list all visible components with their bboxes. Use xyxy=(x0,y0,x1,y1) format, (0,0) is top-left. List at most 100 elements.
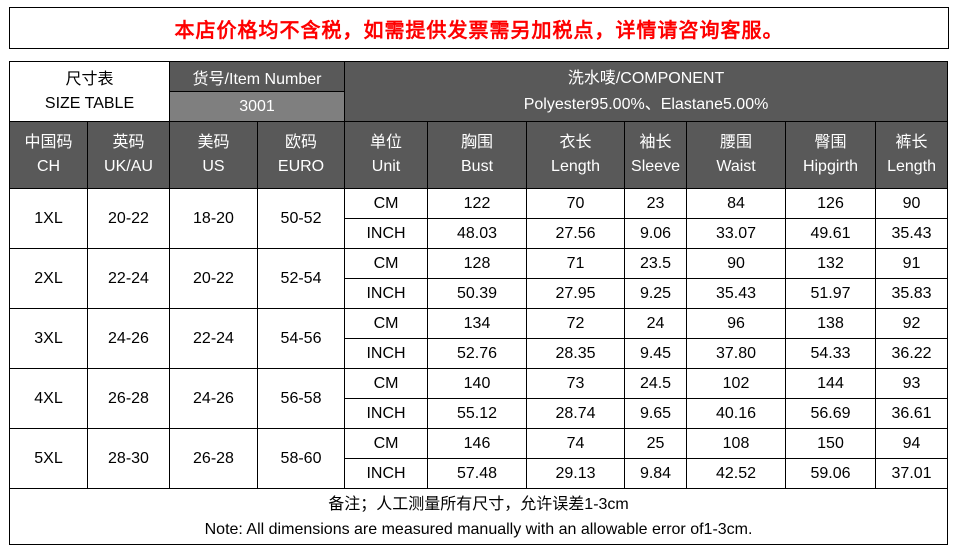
measurement-cell: 48.03 xyxy=(427,218,528,249)
note-en: Note: All dimensions are measured manual… xyxy=(204,520,753,538)
measurement-cell: 122 xyxy=(427,188,528,219)
measurement-cell: 37.01 xyxy=(875,458,949,489)
column-header-cn: 袖长 xyxy=(639,134,672,151)
table-row: INCH 55.12 28.74 9.65 40.16 56.69 36.61 xyxy=(10,398,949,429)
measurement-cell: 54.33 xyxy=(785,338,877,369)
measurement-cell: 35.83 xyxy=(875,278,949,309)
size-euro-cell: 50-52 xyxy=(256,188,346,249)
measurement-cell: 29.13 xyxy=(526,458,626,489)
component-label: 洗水唛/COMPONENT xyxy=(567,69,725,87)
measurement-cell: 24 xyxy=(624,308,688,339)
column-header-euro: 欧码 EURO xyxy=(256,121,346,189)
measurement-cell: 73 xyxy=(526,368,626,399)
size-uk-cell: 28-30 xyxy=(87,428,170,489)
measurement-cell: 92 xyxy=(875,308,949,339)
measurement-cell: 84 xyxy=(686,188,787,219)
size-uk-cell: 22-24 xyxy=(87,248,170,309)
tax-notice-banner: 本店价格均不含税，如需提供发票需另加税点，详情请咨询客服。 xyxy=(9,7,949,49)
size-uk-cell: 26-28 xyxy=(87,368,170,429)
measurement-cell: 9.25 xyxy=(624,278,688,309)
measurement-cell: 126 xyxy=(785,188,877,219)
column-header-en: Waist xyxy=(716,158,756,175)
table-row: 4XL 26-28 24-26 56-58 CM 140 73 24.5 102… xyxy=(9,368,949,429)
measurement-cell: 102 xyxy=(686,368,787,399)
component-value: Polyester95.00%、Elastane5.00% xyxy=(523,95,769,113)
unit-cell: INCH xyxy=(344,398,429,429)
column-header-en: Length xyxy=(887,158,937,175)
measurement-cell: 90 xyxy=(875,188,949,219)
size-euro-cell: 52-54 xyxy=(256,248,346,309)
table-row: INCH 48.03 27.56 9.06 33.07 49.61 35.43 xyxy=(10,218,949,249)
size-table-title-cn: 尺寸表 xyxy=(65,70,114,88)
measurement-cell: 49.61 xyxy=(785,218,877,249)
table-row: 3XL 24-26 22-24 54-56 CM 134 72 24 96 13… xyxy=(9,308,949,369)
measurement-cell: 36.22 xyxy=(875,338,949,369)
table-row: 尺寸表 SIZE TABLE 货号/Item Number 洗水唛/COMPON… xyxy=(9,61,949,122)
column-header-cn: 英码 xyxy=(112,134,145,151)
unit-cell: CM xyxy=(344,368,429,399)
column-header-en: Bust xyxy=(461,158,494,175)
size-table: 尺寸表 SIZE TABLE 货号/Item Number 洗水唛/COMPON… xyxy=(8,61,949,545)
column-header-waist: 腰围 Waist xyxy=(686,121,787,189)
measurement-cell: 9.65 xyxy=(624,398,688,429)
size-table-title-cell: 尺寸表 SIZE TABLE xyxy=(9,61,170,122)
column-header-uk: 英码 UK/AU xyxy=(87,121,170,189)
component-cell: 洗水唛/COMPONENT Polyester95.00%、Elastane5.… xyxy=(344,61,949,122)
column-header-cn: 单位 xyxy=(370,134,403,151)
column-header-row: 中国码 CH 英码 UK/AU 美码 US 欧码 EURO 单位 Unit 胸围… xyxy=(9,121,949,189)
column-header-en: Unit xyxy=(371,158,401,175)
size-uk-cell: 24-26 xyxy=(87,308,170,369)
item-number-value-cell: 3001 xyxy=(168,91,346,122)
measurement-cell: 9.84 xyxy=(624,458,688,489)
measurement-cell: 25 xyxy=(624,428,688,459)
measurement-cell: 55.12 xyxy=(427,398,528,429)
size-table-title-en: SIZE TABLE xyxy=(44,94,135,112)
size-us-cell: 18-20 xyxy=(169,188,258,249)
thumbnail-strip xyxy=(9,550,949,559)
table-row: 3001 xyxy=(10,91,948,122)
measurement-cell: 9.45 xyxy=(624,338,688,369)
unit-cell: CM xyxy=(344,428,429,459)
measurement-cell: 134 xyxy=(427,308,528,339)
measurement-cell: 37.80 xyxy=(686,338,787,369)
size-ch-cell: 5XL xyxy=(9,428,88,489)
column-header-en: US xyxy=(202,158,225,175)
measurement-cell: 144 xyxy=(785,368,877,399)
column-header-length: 衣长 Length xyxy=(526,121,626,189)
size-euro-cell: 56-58 xyxy=(256,368,346,429)
measurement-cell: 28.74 xyxy=(526,398,626,429)
measurement-cell: 72 xyxy=(526,308,626,339)
size-ch-cell: 4XL xyxy=(9,368,88,429)
column-header-sleeve: 袖长 Sleeve xyxy=(624,121,688,189)
size-uk-cell: 20-22 xyxy=(87,188,170,249)
unit-cell: INCH xyxy=(344,218,429,249)
measurement-cell: 9.06 xyxy=(624,218,688,249)
measurement-cell: 56.69 xyxy=(785,398,877,429)
size-us-cell: 26-28 xyxy=(169,428,258,489)
column-header-pants-length: 裤长 Length xyxy=(875,121,949,189)
unit-cell: CM xyxy=(344,248,429,279)
tax-notice-text: 本店价格均不含税，如需提供发票需另加税点，详情请咨询客服。 xyxy=(174,19,784,42)
measurement-cell: 90 xyxy=(686,248,787,279)
column-header-cn: 美码 xyxy=(197,134,230,151)
table-row: 1XL 20-22 18-20 50-52 CM 122 70 23 84 12… xyxy=(9,188,949,249)
size-euro-cell: 58-60 xyxy=(256,428,346,489)
column-header-ch: 中国码 CH xyxy=(9,121,88,189)
measurement-cell: 33.07 xyxy=(686,218,787,249)
measurement-cell: 94 xyxy=(875,428,949,459)
column-header-cn: 腰围 xyxy=(720,134,753,151)
measurement-cell: 42.52 xyxy=(686,458,787,489)
table-row: INCH 50.39 27.95 9.25 35.43 51.97 35.83 xyxy=(10,278,949,309)
column-header-cn: 裤长 xyxy=(895,134,928,151)
measurement-cell: 93 xyxy=(875,368,949,399)
table-row: 备注；人工测量所有尺寸，允许误差1-3cm Note: All dimensio… xyxy=(8,488,949,545)
measurement-cell: 51.97 xyxy=(785,278,877,309)
unit-cell: CM xyxy=(344,308,429,339)
column-header-en: Hipgirth xyxy=(802,158,859,175)
column-header-cn: 衣长 xyxy=(559,134,592,151)
unit-cell: INCH xyxy=(344,278,429,309)
column-header-en: Sleeve xyxy=(631,158,680,175)
unit-cell: CM xyxy=(344,188,429,219)
measurement-cell: 71 xyxy=(526,248,626,279)
column-header-en: CH xyxy=(36,158,61,175)
